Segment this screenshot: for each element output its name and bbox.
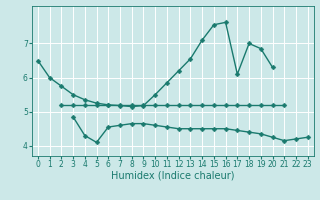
X-axis label: Humidex (Indice chaleur): Humidex (Indice chaleur) — [111, 171, 235, 181]
